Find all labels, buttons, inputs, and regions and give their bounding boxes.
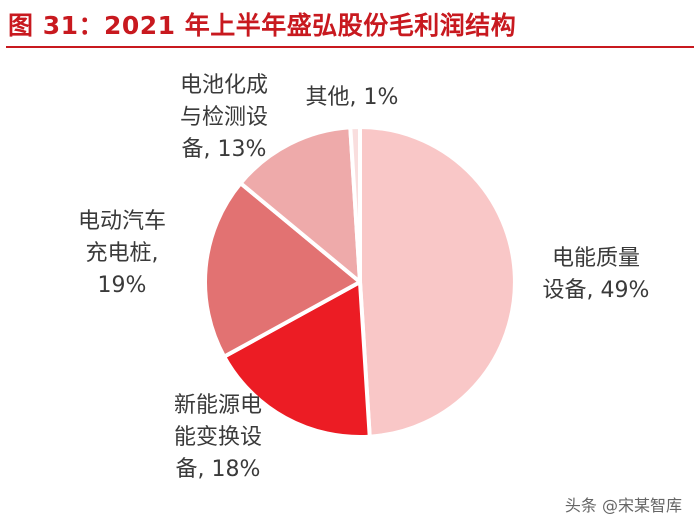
pie-slice-0 [358, 125, 517, 439]
pie-label-1-line-0: 新能源电 [174, 393, 262, 418]
pie-label-4-line-0: 其他, 1% [306, 85, 399, 110]
pie-label-4: 其他, 1% [306, 85, 399, 110]
watermark: 头条 @宋某智库 [564, 496, 682, 515]
pie-label-0: 电能质量设备, 49% [543, 246, 650, 303]
title-underline [6, 46, 694, 48]
pie-label-0-line-1: 设备, 49% [543, 278, 650, 303]
pie-slice-4 [348, 125, 362, 284]
pie-label-3-line-0: 电池化成 [180, 73, 268, 98]
pie-label-0-line-0: 电能质量 [552, 246, 640, 271]
pie-label-3-line-2: 备, 13% [182, 137, 267, 162]
pie-label-2-line-1: 充电桩, [86, 241, 159, 266]
pie-labels: 电能质量设备, 49% 新能源电能变换设备, 18% 电动汽车充电桩, 19% 电池化成… [78, 73, 649, 482]
pie-label-2-line-2: 19% [98, 273, 147, 298]
pie-label-3: 电池化成与检测设备, 13% [180, 73, 268, 162]
pie-label-2-line-0: 电动汽车 [78, 209, 166, 234]
pie-slice-2 [203, 181, 362, 359]
pie-label-2: 电动汽车充电桩, 19% [78, 209, 166, 298]
pie-slices [203, 125, 517, 439]
pie-label-1: 新能源电能变换设备, 18% [174, 393, 262, 482]
pie-label-3-line-1: 与检测设 [180, 105, 268, 130]
pie-label-1-line-2: 备, 18% [176, 457, 261, 482]
chart-title: 图 31：2021 年上半年盛弘股份毛利润结构 [8, 11, 517, 40]
pie-slice-1 [222, 280, 372, 439]
pie-slice-3 [238, 125, 362, 284]
pie-label-1-line-1: 能变换设 [174, 425, 262, 450]
